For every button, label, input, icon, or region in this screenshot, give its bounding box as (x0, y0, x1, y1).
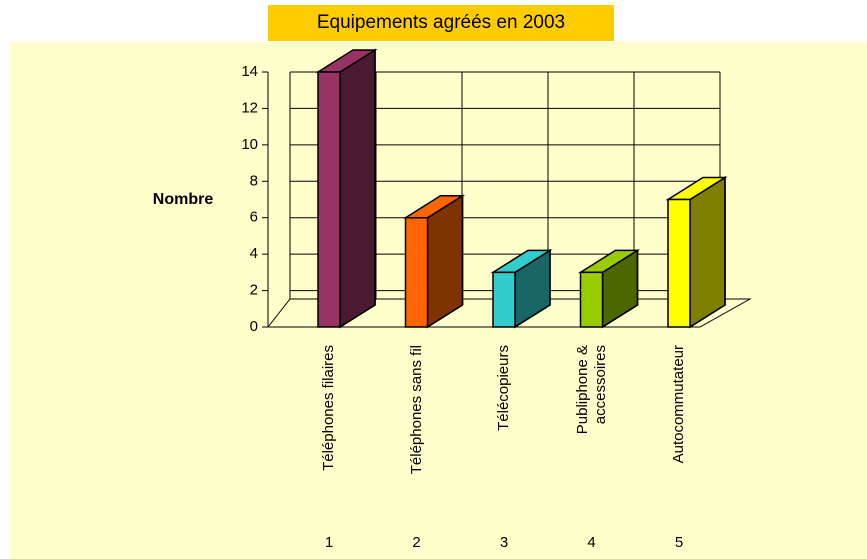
y-tick-label: 2 (250, 282, 258, 299)
bar-side-shade (689, 176, 726, 329)
floor (266, 298, 752, 328)
bar-front (404, 216, 429, 328)
y-tick-label: 4 (250, 245, 258, 262)
index-label: 5 (675, 534, 683, 551)
bar-front (579, 271, 604, 328)
bar (665, 176, 728, 329)
bar (490, 248, 553, 329)
y-tick-label: 12 (241, 99, 258, 116)
index-label: 1 (325, 534, 333, 551)
index-label: 3 (500, 534, 508, 551)
x-tick-label: Téléphones sans fil (407, 345, 425, 475)
bar-front (667, 198, 691, 328)
x-tick-label: Télécopieurs (495, 345, 512, 431)
y-tick-label: 0 (250, 318, 258, 335)
chart-title: Equipements agréés en 2003 (268, 5, 614, 41)
y-tick-label: 14 (241, 63, 258, 80)
y-tick-label: 8 (250, 172, 258, 189)
bar-front (317, 71, 341, 328)
y-tick-label: 6 (250, 209, 258, 226)
y-tick-label: 10 (241, 136, 258, 153)
x-tick-label: Publiphone & accessoires (573, 345, 609, 435)
bar-side-shade (339, 48, 376, 329)
index-label: 4 (587, 534, 595, 551)
y-axis-label: Nombre (153, 191, 214, 208)
index-label: 2 (412, 534, 420, 551)
x-tick-label: Téléphones filaires (320, 345, 337, 471)
bar (315, 48, 378, 329)
bar (577, 248, 641, 329)
bar (402, 194, 466, 329)
bar-front (492, 271, 516, 328)
x-tick-label: Autocommutateur (670, 345, 687, 464)
bar-side-shade (426, 194, 464, 329)
